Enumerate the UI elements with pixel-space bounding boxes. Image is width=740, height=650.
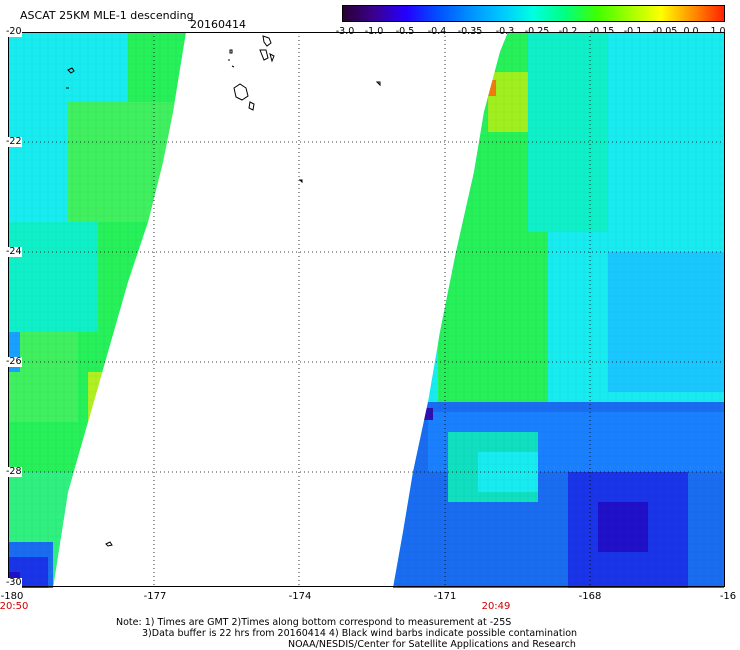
note-line: Note: 1) Times are GMT 2)Times along bot… (116, 617, 512, 628)
island (105, 541, 113, 547)
colorbar-label: -1.0 (364, 26, 384, 37)
lon-label: -174 (288, 591, 312, 602)
time-label: 20:49 (481, 601, 511, 612)
coastlines (66, 35, 381, 547)
colorbar-label: 1.0 (710, 26, 726, 37)
swath-grid (393, 32, 724, 588)
island (228, 49, 235, 68)
time-label: 20:50 (0, 601, 29, 612)
lat-label: -24 (6, 246, 22, 257)
lon-label: -16 (719, 591, 737, 602)
lat-label: -20 (6, 26, 22, 37)
island (67, 67, 75, 74)
colorbar-label: -0.15 (589, 26, 615, 37)
wind-map (8, 32, 725, 588)
island (259, 35, 275, 63)
lat-label: -26 (6, 356, 22, 367)
left-swath (8, 32, 186, 588)
lat-label: -30 (6, 577, 22, 588)
product-title: ASCAT 25KM MLE-1 descending (20, 9, 194, 22)
colorbar-label: -0.05 (652, 26, 678, 37)
lon-label: -171 (433, 591, 457, 602)
swath-fill (96, 392, 112, 412)
lon-label: -180 (0, 591, 24, 602)
note-line: NOAA/NESDIS/Center for Satellite Applica… (288, 639, 576, 650)
map-frame (8, 32, 725, 587)
island (298, 179, 303, 184)
colorbar-label: -0.35 (457, 26, 483, 37)
island (233, 83, 255, 111)
colorbar-label: -0.4 (427, 26, 447, 37)
colorbar-label: -0.5 (395, 26, 415, 37)
graticule (8, 32, 724, 588)
colorbar-label: -0.3 (495, 26, 515, 37)
lon-label: -177 (143, 591, 167, 602)
colorbar-label: -0.1 (623, 26, 643, 37)
colorbar-label: -0.25 (524, 26, 550, 37)
lat-label: -28 (6, 466, 22, 477)
colorbar-label: 0.0 (683, 26, 699, 37)
lon-label: -168 (578, 591, 602, 602)
note-line: 3)Data buffer is 22 hrs from 20160414 4)… (142, 628, 578, 639)
footnotes: Note: 1) Times are GMT 2)Times along bot… (116, 617, 577, 650)
colorbar-gradient (342, 5, 725, 22)
product-date: 20160414 (190, 18, 246, 31)
island (375, 81, 381, 87)
right-swath (393, 32, 724, 588)
colorbar-label: -0.2 (558, 26, 578, 37)
colorbar-label: -3.0 (335, 26, 355, 37)
swath-grid (8, 32, 186, 588)
lat-label: -22 (6, 136, 22, 147)
colorbar (342, 5, 725, 22)
